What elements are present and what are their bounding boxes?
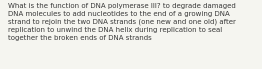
Text: What is the function of DNA polymerase III? to degrade damaged
DNA molecules to : What is the function of DNA polymerase I… [8, 3, 236, 41]
